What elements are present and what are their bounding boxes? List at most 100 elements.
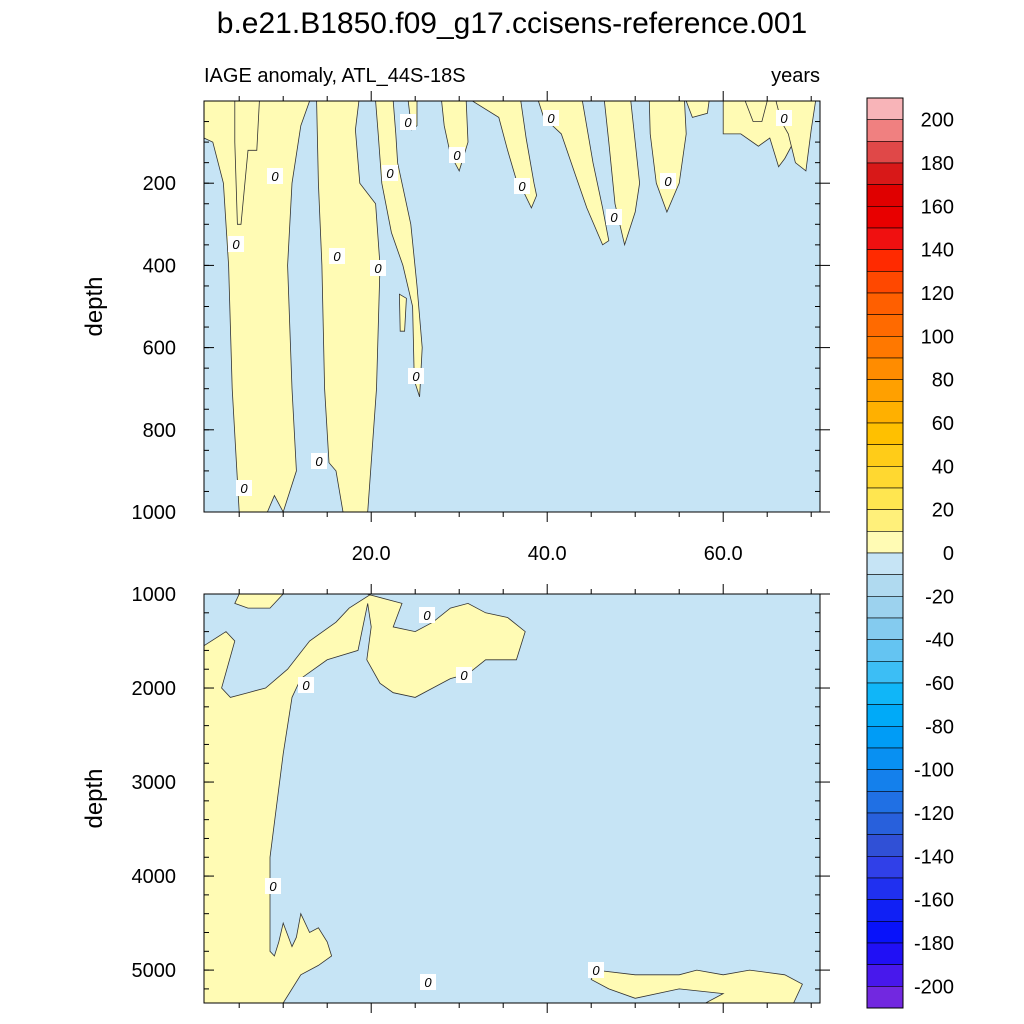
contour-label-bg	[419, 607, 435, 623]
contour-label: 0	[460, 668, 468, 683]
colorbar-swatch	[866, 682, 904, 705]
colorbar-label: -180	[914, 933, 954, 955]
colorbar-swatch	[866, 401, 904, 424]
x-tick-label: 40.0	[528, 543, 567, 565]
contour-label: 0	[333, 249, 341, 264]
colorbar-swatch	[866, 119, 904, 142]
contour-label-bg	[228, 236, 244, 252]
contour-label-bg	[298, 677, 314, 693]
colorbar-swatch	[866, 141, 904, 164]
contour-label-bg	[329, 248, 345, 264]
colorbar-swatch	[866, 574, 904, 597]
contour-field	[204, 101, 820, 512]
contour-label: 0	[610, 210, 618, 225]
contour-label: 0	[424, 975, 432, 990]
y-tick-label: 800	[143, 420, 176, 442]
colorbar-label: -100	[914, 760, 954, 782]
colorbar-swatch	[866, 921, 904, 944]
colorbar: 200180160140120100806040200-20-40-60-80-…	[866, 97, 954, 1009]
contour-field	[204, 594, 820, 1003]
contour-label: 0	[412, 369, 420, 384]
y-axis-label: depth	[81, 768, 108, 828]
y-tick-label: 3000	[132, 772, 177, 794]
colorbar-swatch	[866, 271, 904, 294]
colorbar-swatch	[866, 834, 904, 857]
colorbar-swatch	[866, 509, 904, 532]
colorbar-swatch	[866, 639, 904, 662]
colorbar-swatch	[866, 964, 904, 987]
contour-label: 0	[269, 879, 277, 894]
positive-anomaly-region	[398, 293, 407, 332]
colorbar-label: 160	[921, 196, 954, 218]
chart-subtitle-right: years	[771, 65, 820, 87]
y-tick-label: 200	[143, 173, 176, 195]
colorbar-label: -120	[914, 803, 954, 825]
contour-label-bg	[514, 178, 530, 194]
colorbar-swatch	[866, 466, 904, 489]
contour-label-bg	[456, 667, 472, 683]
colorbar-frame	[866, 97, 904, 1009]
y-tick-label: 600	[143, 338, 176, 360]
colorbar-label: 0	[943, 543, 954, 565]
lower-panel: 1000 2000 3000 4000 5000 depth 0 0 0 0 0 0	[81, 584, 830, 1013]
chart-subtitle-left: IAGE anomaly, ATL_44S-18S	[204, 65, 466, 87]
colorbar-label: 80	[932, 370, 954, 392]
colorbar-swatch	[866, 379, 904, 402]
positive-anomaly-region	[204, 594, 526, 1003]
contour-label: 0	[518, 179, 526, 194]
colorbar-label: -60	[925, 673, 954, 695]
colorbar-swatch	[866, 531, 904, 554]
colorbar-swatch	[866, 769, 904, 792]
colorbar-swatch	[866, 206, 904, 229]
positive-anomaly-region	[590, 969, 803, 1003]
colorbar-label: -140	[914, 846, 954, 868]
contour-label-bg	[776, 110, 792, 126]
contour-label-bg	[236, 480, 252, 496]
contour-label-bg	[311, 453, 327, 469]
colorbar-swatch	[866, 487, 904, 510]
contour-label: 0	[453, 148, 461, 163]
y-tick-label: 5000	[132, 960, 177, 982]
colorbar-label: -200	[914, 976, 954, 998]
y-axis-label: depth	[81, 276, 108, 336]
contour-label: 0	[374, 261, 382, 276]
colorbar-label: 20	[932, 500, 954, 522]
colorbar-label: 100	[921, 326, 954, 348]
contour-label-bg	[400, 114, 416, 130]
positive-anomaly-region	[204, 101, 311, 512]
colorbar-swatch	[866, 986, 904, 1009]
colorbar-swatch	[866, 444, 904, 467]
contour-label: 0	[232, 237, 240, 252]
colorbar-swatch	[866, 899, 904, 922]
contour-label-bg	[420, 974, 436, 990]
colorbar-swatch	[866, 942, 904, 965]
contour-label: 0	[664, 174, 672, 189]
positive-anomaly-region	[234, 594, 284, 609]
colorbar-label: 180	[921, 153, 954, 175]
colorbar-swatch	[866, 856, 904, 879]
chart-title: b.e21.B1850.f09_g17.ccisens-reference.00…	[217, 7, 807, 40]
colorbar-swatch	[866, 357, 904, 380]
contour-label: 0	[271, 169, 279, 184]
positive-anomaly-region	[316, 101, 381, 512]
contour-label: 0	[592, 963, 600, 978]
colorbar-swatch	[866, 812, 904, 835]
colorbar-swatch	[866, 791, 904, 814]
contour-label-bg	[660, 173, 676, 189]
y-tick-label: 4000	[132, 866, 177, 888]
x-tick-label: 60.0	[704, 543, 743, 565]
positive-anomaly-region	[685, 101, 710, 118]
contour-label-bg	[382, 165, 398, 181]
contour-label: 0	[780, 111, 788, 126]
upper-panel: 200 400 600 800 1000 20.0 40.0 60.0 depth 0 0 0 0 0 0 0…	[81, 91, 830, 565]
colorbar-swatch	[866, 661, 904, 684]
contour-label: 0	[404, 115, 412, 130]
colorbar-label: -20	[925, 586, 954, 608]
colorbar-swatch	[866, 747, 904, 770]
colorbar-swatch	[866, 249, 904, 272]
positive-anomaly-region	[744, 101, 768, 122]
plot-frame	[203, 593, 821, 1004]
colorbar-label: 200	[921, 110, 954, 132]
contour-label-bg	[606, 209, 622, 225]
